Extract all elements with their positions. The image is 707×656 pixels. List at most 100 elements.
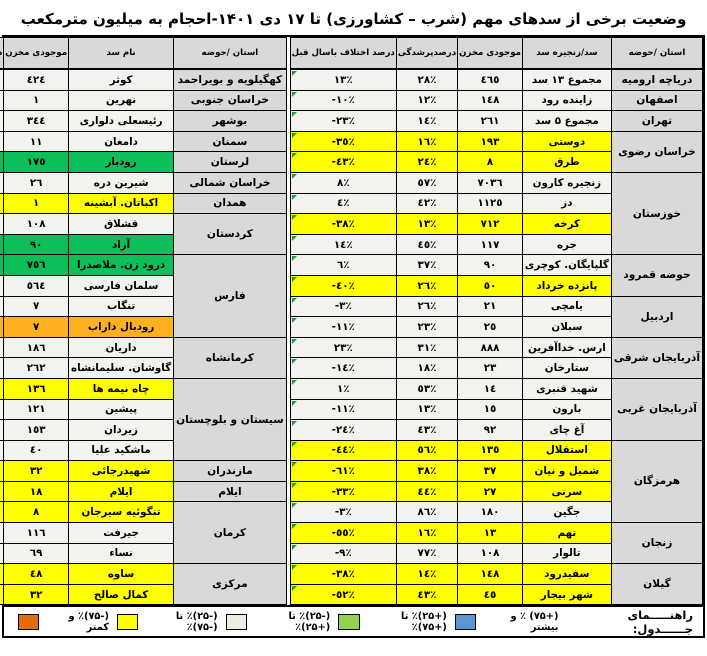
diff-cell: -٥٥٪	[289, 522, 397, 544]
name-cell: کوثر	[68, 67, 175, 91]
storage-cell: ١٩٣	[457, 130, 523, 153]
storage-cell: ٣٢	[3, 583, 70, 606]
storage-cell: ١٤	[457, 377, 523, 400]
diff-cell: -٣٨٪	[289, 213, 397, 235]
province-cell: اصفهان	[610, 89, 704, 112]
fill-cell: ٩٪	[0, 377, 5, 400]
table-row: ماشکید علیا٤٠٦٠٪١٦٪	[0, 439, 286, 462]
fill-cell: ٢٩٪	[0, 480, 5, 503]
legend-item-yellow: (-۲۵)٪ تا (-۷۵)٪	[116, 611, 218, 633]
name-cell: تنگوئیه سیرجان	[68, 501, 175, 524]
storage-cell: ١٠٨	[3, 213, 70, 235]
fill-cell: ٢١٪	[0, 501, 5, 524]
name-cell: ساوه	[68, 563, 175, 585]
fill-cell: ٣٤٪	[0, 583, 5, 606]
name-cell: شمیل و نیان	[521, 460, 612, 482]
blue-swatch-icon	[454, 613, 477, 630]
province-cell: خوزستان	[610, 171, 704, 256]
storage-cell: ١٤٨	[457, 563, 523, 585]
fill-cell: ٣٥٪	[0, 522, 5, 544]
table-frame: استان /حوضه سد/زنجیره سد موجودی مخزن درصدپر…	[0, 35, 705, 639]
fill-cell: ٢٤٪	[395, 151, 459, 173]
name-cell: تهم	[521, 522, 612, 544]
fill-cell: ٤٢٪	[395, 192, 459, 215]
fill-cell: ٣٪	[0, 192, 5, 215]
diff-cell: -٣٥٪	[289, 130, 397, 153]
province-cell: کرمانشاه	[173, 336, 287, 379]
fill-cell: ٦٠٪	[0, 439, 5, 462]
storage-cell: ١٨٦	[3, 336, 70, 359]
name-cell: کرخه	[521, 213, 612, 235]
diff-cell: -٤٠٪	[289, 274, 397, 297]
storage-cell: ٨	[457, 151, 523, 173]
fill-cell: ٥٣٪	[395, 377, 459, 400]
fill-cell: ٥٥٪	[0, 336, 5, 359]
fill-cell: ١٣٪	[0, 89, 5, 112]
table-row: آذربایجان غربی شهید قنبری ١٤ ٥٣٪ ١٪	[289, 377, 704, 441]
table-row: آزاد٩٠٣٠٪٣٥٪	[0, 233, 286, 256]
storage-cell: ١٨	[3, 480, 70, 503]
name-cell: دز	[521, 192, 612, 215]
province-cell: فارس	[173, 254, 287, 338]
fill-cell: ٢٦٪	[395, 295, 459, 318]
table-row: خراسان جنوبینهرین١١٣٪٢٣٪	[0, 89, 287, 112]
legend-title: راهنـــــمای جــــــدول:	[627, 607, 693, 636]
col-header-name: سد/زنجیره سد	[521, 37, 612, 70]
storage-cell: ١٣	[457, 522, 523, 544]
fill-cell: ١٤٪	[395, 563, 459, 585]
name-cell: آزاد	[68, 233, 175, 256]
storage-cell: ٤٨	[3, 563, 70, 585]
diff-cell: -٦١٪	[289, 460, 397, 482]
green-swatch-icon	[338, 613, 360, 630]
province-cell: دریاچه ارومیه	[610, 67, 704, 91]
page-title: وضعیت برخی از سدهای مهم (شرب – کشاورزی) …	[20, 10, 687, 28]
fill-cell: ٤١٪	[0, 542, 5, 565]
name-cell: ماشکید علیا	[68, 439, 175, 462]
diff-cell: -٩٪	[289, 542, 397, 565]
table-row: هرمزگان استقلال ١٣٥ ٥٦٪ -٤٤٪	[289, 439, 704, 524]
storage-cell: ٢٥	[457, 316, 523, 338]
name-cell: زنجیره کارون	[521, 171, 612, 194]
fill-cell: ٢٦٪	[395, 274, 459, 297]
name-cell: مجموع ۵ سد	[521, 110, 612, 132]
fill-cell: ١٧٪	[0, 563, 5, 585]
diff-cell: ١٪	[289, 377, 397, 400]
province-cell: اردبیل	[610, 295, 704, 338]
storage-cell: ٩٠	[3, 233, 70, 256]
legend-item-blue: (+۷۵) ٪ و بیشتر	[454, 611, 558, 633]
table-row: نساء٦٩٤١٪١٣٪	[0, 542, 286, 565]
storage-cell: ١٨٠	[457, 501, 523, 524]
table-row: زنجان تهم ١٣ ١٦٪ -٥٥٪	[289, 522, 704, 565]
diff-cell: -٣٣٪	[289, 480, 397, 503]
name-cell: نهرین	[68, 89, 175, 112]
fill-cell: ١٦٪	[395, 130, 459, 153]
fill-cell: ١٤٪	[395, 110, 459, 132]
name-cell: گاوشان. سلیمانشاه	[68, 357, 175, 379]
storage-cell: ٧١٢	[457, 213, 523, 235]
province-cell: زنجان	[610, 522, 704, 565]
storage-cell: ١١٦	[3, 522, 70, 544]
fill-cell: ٥٠٪	[0, 213, 5, 235]
name-cell: تنگاب	[68, 295, 175, 318]
name-cell: سفیدرود	[521, 563, 612, 585]
province-cell: ایلام	[173, 480, 287, 503]
name-cell: رئیسعلی دلواری	[68, 110, 175, 132]
diff-cell: -٣٪	[289, 295, 397, 318]
dams-table-right: استان /حوضه سد/زنجیره سد موجودی مخزن درصدپر…	[289, 37, 704, 606]
name-cell: ستارخان	[521, 357, 612, 379]
name-cell: جیرفت	[68, 522, 175, 544]
fill-cell: ١٣٪	[395, 213, 459, 235]
province-cell: خراسان رضوی	[610, 130, 704, 173]
storage-cell: ١	[3, 89, 70, 112]
fill-cell: ٢٨٪	[395, 67, 459, 91]
name-cell: یامچی	[521, 295, 612, 318]
name-cell: استقلال	[521, 439, 612, 462]
storage-cell: ٢٣	[457, 357, 523, 379]
diff-cell: ٤٪	[289, 192, 397, 215]
diff-cell: -١١٪	[289, 316, 397, 338]
table-row: تنگاب٧٥٪٩٪	[0, 295, 286, 318]
fill-cell: ٩٪	[0, 316, 5, 338]
